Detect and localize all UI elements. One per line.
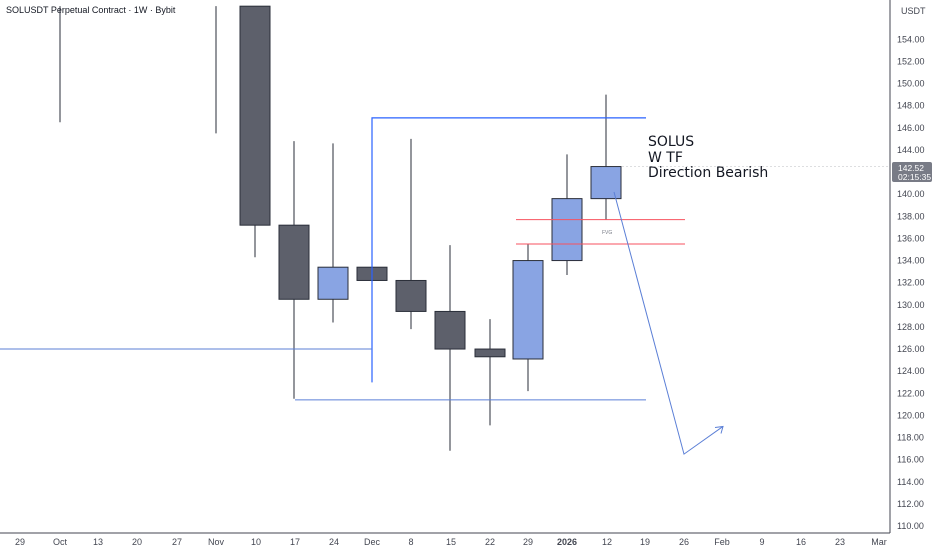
annotation-line-3[interactable]: Direction Bearish bbox=[648, 165, 768, 181]
price-tick-label: 150.00 bbox=[897, 79, 925, 89]
time-tick-label: 15 bbox=[446, 537, 456, 547]
drawings-layer[interactable] bbox=[0, 117, 890, 455]
candle bbox=[317, 143, 349, 323]
price-axis[interactable]: 154.00 152.00 150.00 148.00 146.00 144.00 140.… bbox=[897, 34, 925, 531]
price-tick-label: 132.00 bbox=[897, 278, 925, 288]
time-tick-label: 22 bbox=[485, 537, 495, 547]
price-tick-label: 110.00 bbox=[897, 521, 924, 531]
candle-body bbox=[278, 224, 310, 300]
time-tick-label: Feb bbox=[714, 537, 730, 547]
candle bbox=[434, 245, 466, 451]
time-tick-label: 19 bbox=[640, 537, 650, 547]
time-tick-label: 16 bbox=[796, 537, 806, 547]
candle bbox=[551, 154, 583, 275]
projection-arrowhead-icon bbox=[714, 425, 724, 434]
candle-body bbox=[317, 266, 349, 300]
chart-title: SOLUSDT Perpetual Contract · 1W · Bybit bbox=[6, 5, 176, 15]
price-tick-label: 124.00 bbox=[897, 366, 925, 376]
price-tick-label: 130.00 bbox=[897, 300, 925, 310]
time-tick-label: 24 bbox=[329, 537, 339, 547]
time-tick-label: Dec bbox=[364, 537, 381, 547]
price-tick-label: 128.00 bbox=[897, 322, 925, 332]
price-tick-label: 146.00 bbox=[897, 123, 925, 133]
time-tick-label: 29 bbox=[523, 537, 533, 547]
time-tick-label: 17 bbox=[290, 537, 300, 547]
price-tick-label: 120.00 bbox=[897, 410, 925, 420]
price-tick-label: 136.00 bbox=[897, 233, 925, 243]
price-tick-label: 114.00 bbox=[897, 477, 924, 487]
candle bbox=[590, 94, 622, 220]
time-tick-label: 10 bbox=[251, 537, 261, 547]
price-tick-label: 148.00 bbox=[897, 101, 925, 111]
fvg-label: FVG bbox=[602, 230, 612, 236]
candle-body bbox=[551, 198, 583, 262]
annotation-line-2[interactable]: W TF bbox=[648, 150, 683, 166]
time-tick-label: 29 bbox=[15, 537, 25, 547]
time-tick-label: 27 bbox=[172, 537, 182, 547]
time-tick-label: 12 bbox=[602, 537, 612, 547]
candle-body bbox=[395, 279, 427, 312]
candle bbox=[278, 141, 310, 399]
projection-path[interactable] bbox=[613, 191, 724, 455]
time-tick-label: 13 bbox=[93, 537, 103, 547]
candle-body bbox=[512, 260, 544, 360]
time-tick-label: 2026 bbox=[557, 537, 577, 547]
candle bbox=[474, 319, 506, 426]
price-tick-label: 140.00 bbox=[897, 189, 925, 199]
candle-body bbox=[239, 5, 271, 226]
price-tick-label: 138.00 bbox=[897, 211, 925, 221]
time-axis[interactable]: 29 Oct 13 20 27 Nov 10 17 24 Dec 8 15 22 29 2026 12 19 26… bbox=[15, 537, 887, 547]
price-tick-label: 144.00 bbox=[897, 145, 925, 155]
price-tick-label: 154.00 bbox=[897, 34, 925, 44]
level-line-upper[interactable] bbox=[371, 117, 646, 383]
current-price-value: 142.52 bbox=[898, 163, 924, 173]
bar-countdown: 02:15:35 bbox=[898, 172, 931, 182]
candle bbox=[239, 5, 271, 258]
price-tick-label: 126.00 bbox=[897, 344, 925, 354]
candle-body bbox=[474, 348, 506, 358]
candle-body bbox=[590, 166, 622, 200]
candle bbox=[512, 243, 544, 392]
time-tick-label: 26 bbox=[679, 537, 689, 547]
time-tick-label: Oct bbox=[53, 537, 68, 547]
time-tick-label: Nov bbox=[208, 537, 225, 547]
current-price-badge-bg bbox=[892, 162, 932, 182]
time-tick-label: 8 bbox=[408, 537, 413, 547]
price-tick-label: 116.00 bbox=[897, 455, 924, 465]
time-tick-label: 23 bbox=[835, 537, 845, 547]
currency-label[interactable]: USDT bbox=[901, 6, 926, 16]
candle bbox=[395, 138, 427, 330]
time-tick-label: 20 bbox=[132, 537, 142, 547]
price-tick-label: 118.00 bbox=[897, 433, 924, 443]
price-tick-label: 152.00 bbox=[897, 56, 925, 66]
annotation-line-1[interactable]: SOLUS bbox=[648, 134, 694, 150]
price-tick-label: 134.00 bbox=[897, 256, 925, 266]
price-tick-label: 122.00 bbox=[897, 388, 925, 398]
current-price-badge: 142.52 02:15:35 bbox=[892, 162, 932, 182]
price-tick-label: 112.00 bbox=[897, 499, 924, 509]
time-tick-label: Mar bbox=[871, 537, 887, 547]
candles-layer bbox=[59, 5, 622, 451]
time-tick-label: 9 bbox=[759, 537, 764, 547]
candle-body bbox=[434, 310, 466, 350]
